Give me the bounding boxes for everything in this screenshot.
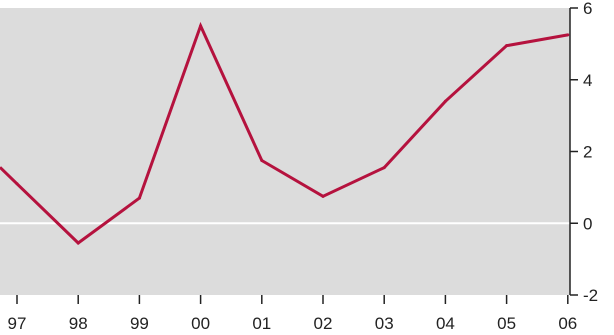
x-tick-label: 04: [436, 314, 455, 333]
data-point: [199, 24, 203, 28]
x-tick-label: 00: [191, 314, 210, 333]
data-point: [443, 99, 447, 103]
x-tick-label: 03: [375, 314, 394, 333]
x-tick-label: 06: [558, 314, 577, 333]
data-point: [566, 33, 570, 37]
x-tick-label: 97: [8, 314, 27, 333]
data-point: [260, 158, 264, 162]
data-point: [321, 194, 325, 198]
data-point: [137, 196, 141, 200]
data-point: [76, 241, 80, 245]
x-tick-label: 99: [130, 314, 149, 333]
x-tick-label: 98: [69, 314, 88, 333]
x-axis: 97 98 99 00 01 02 03 04 05 06: [8, 295, 577, 333]
y-axis: -2 0 2 4 6: [569, 0, 598, 305]
data-point: [382, 166, 386, 170]
plot-background: [0, 8, 570, 295]
y-tick-label: 6: [583, 0, 592, 18]
data-point: [15, 182, 19, 186]
y-tick-label: 0: [583, 214, 592, 233]
x-tick-label: 05: [497, 314, 516, 333]
y-tick-label: 4: [583, 71, 592, 90]
y-tick-label: -2: [583, 286, 598, 305]
data-point: [505, 44, 509, 48]
x-tick-label: 02: [314, 314, 333, 333]
y-tick-label: 2: [583, 143, 592, 162]
x-tick-label: 01: [252, 314, 271, 333]
